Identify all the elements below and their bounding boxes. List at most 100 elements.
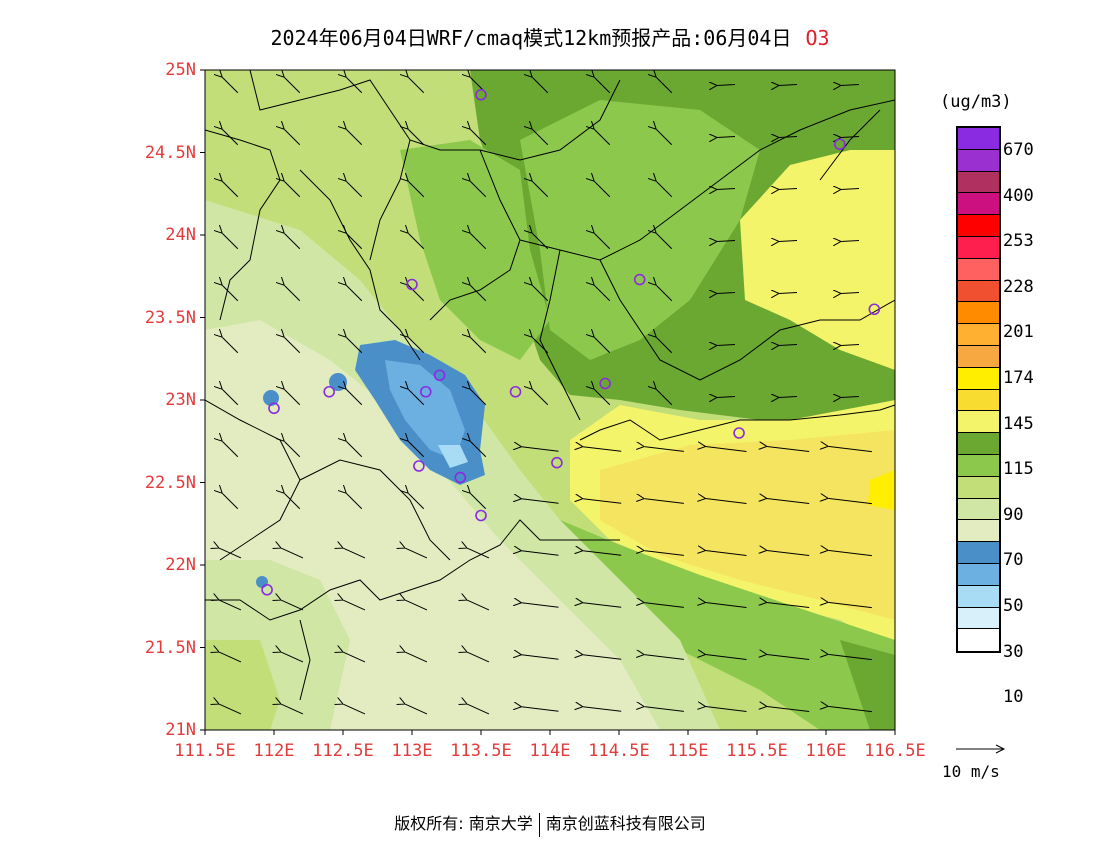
wind-arrow [644,603,684,608]
wind-arrow [779,85,798,86]
wind-arrow [594,181,611,198]
station-marker [551,456,563,469]
wind-arrow [717,241,736,242]
wind-arrow [408,389,425,406]
wind-arrow [532,129,549,146]
wind-arrow [470,233,487,250]
legend-label: 228 [1003,276,1034,297]
legend-label: 174 [1003,368,1034,388]
station-marker [833,138,846,151]
legend-label: 50 [1003,596,1024,616]
wind-arrow [408,493,425,510]
wind-arrow [779,189,798,190]
wind-arrow [521,603,559,608]
wind-arrow [343,704,366,715]
wind-arrow [470,129,487,146]
wind-reference-label: 10 m/s [942,762,1000,781]
wind-arrow [219,704,242,715]
wind-arrow [594,389,611,406]
wind-arrow [521,499,559,504]
wind-reference-arrow [956,744,1006,754]
lat-tick-label: 22N [165,555,196,575]
wind-arrow [779,293,798,294]
legend-swatch [958,367,999,390]
wind-arrow [470,389,487,406]
lat-tick-label: 23.5N [144,307,196,328]
lat-tick-label: 24N [165,225,196,245]
wind-arrow [594,129,611,146]
legend-label: 115 [1003,459,1034,480]
wind-arrow [717,85,736,86]
wind-arrow [408,285,425,302]
lon-tick-label: 113.5E [450,741,512,761]
map-title: 2024年06月04日WRF/cmaq模式12km预报产品:06月04日 O3 [0,22,1100,51]
wind-arrow [222,441,239,458]
wind-arrow [532,337,549,354]
wind-arrow [222,181,239,198]
wind-arrow [222,285,239,302]
copyright-footer: 版权所有: 南京大学 南京创蓝科技有限公司 [0,810,1100,837]
legend-swatch [958,542,999,564]
legend-swatch [958,389,999,412]
wind-arrow [408,441,425,458]
station-marker [433,369,446,382]
wind-arrow [284,389,301,406]
wind-vectors [219,77,872,715]
wind-arrow [828,602,872,609]
concentration-field [205,70,895,730]
station-marker [475,88,487,101]
legend-label: 253 [1003,231,1034,252]
legend-swatch [958,280,999,303]
monitoring-stations [261,88,881,596]
wind-arrow [656,233,673,250]
wind-arrow [644,655,684,660]
legend-label: 10 [1003,687,1024,708]
legend-swatch [958,563,999,586]
legend-label: 30 [1003,641,1024,662]
wind-arrow [521,655,559,660]
lat-tick-label: 21N [165,720,196,740]
legend-swatch [958,454,999,477]
wind-arrow [583,603,622,608]
wind-arrow [405,704,428,715]
wind-arrow [521,707,559,712]
lat-tick-label: 22.5N [144,472,196,493]
station-marker [868,303,881,316]
wind-arrow [281,704,304,715]
wind-arrow [705,707,747,712]
wind-arrow [705,655,747,660]
wind-arrow [405,652,428,663]
legend-swatch [958,236,999,259]
wind-arrow [583,551,622,556]
wind-arrow [405,600,428,611]
wind-arrow [656,389,673,406]
wind-arrow [405,548,428,559]
legend-swatch [958,302,999,325]
wind-arrow [284,493,301,510]
wind-arrow [343,652,366,663]
station-marker [509,385,522,398]
wind-arrow [470,181,487,198]
wind-arrow [717,345,736,346]
wind-arrow [222,233,239,250]
wind-arrow [841,397,860,398]
wind-arrow [284,337,301,354]
lon-tick-label: 112.5E [312,741,374,761]
wind-arrow [705,551,747,556]
wind-arrow [656,77,673,94]
wind-arrow [467,704,490,715]
legend-swatch [958,520,999,543]
wind-arrow [841,85,860,86]
wind-arrow [346,77,363,94]
wind-arrow [408,233,425,250]
wind-arrow [346,129,363,146]
wind-arrow [219,652,242,663]
wind-arrow [219,600,242,611]
lon-tick-label: 112E [253,741,295,761]
wind-arrow [222,493,239,510]
legend-unit: (ug/m3) [940,92,1012,112]
lon-tick-label: 115.5E [726,741,788,761]
wind-arrow [470,285,487,302]
wind-arrow [281,548,304,559]
